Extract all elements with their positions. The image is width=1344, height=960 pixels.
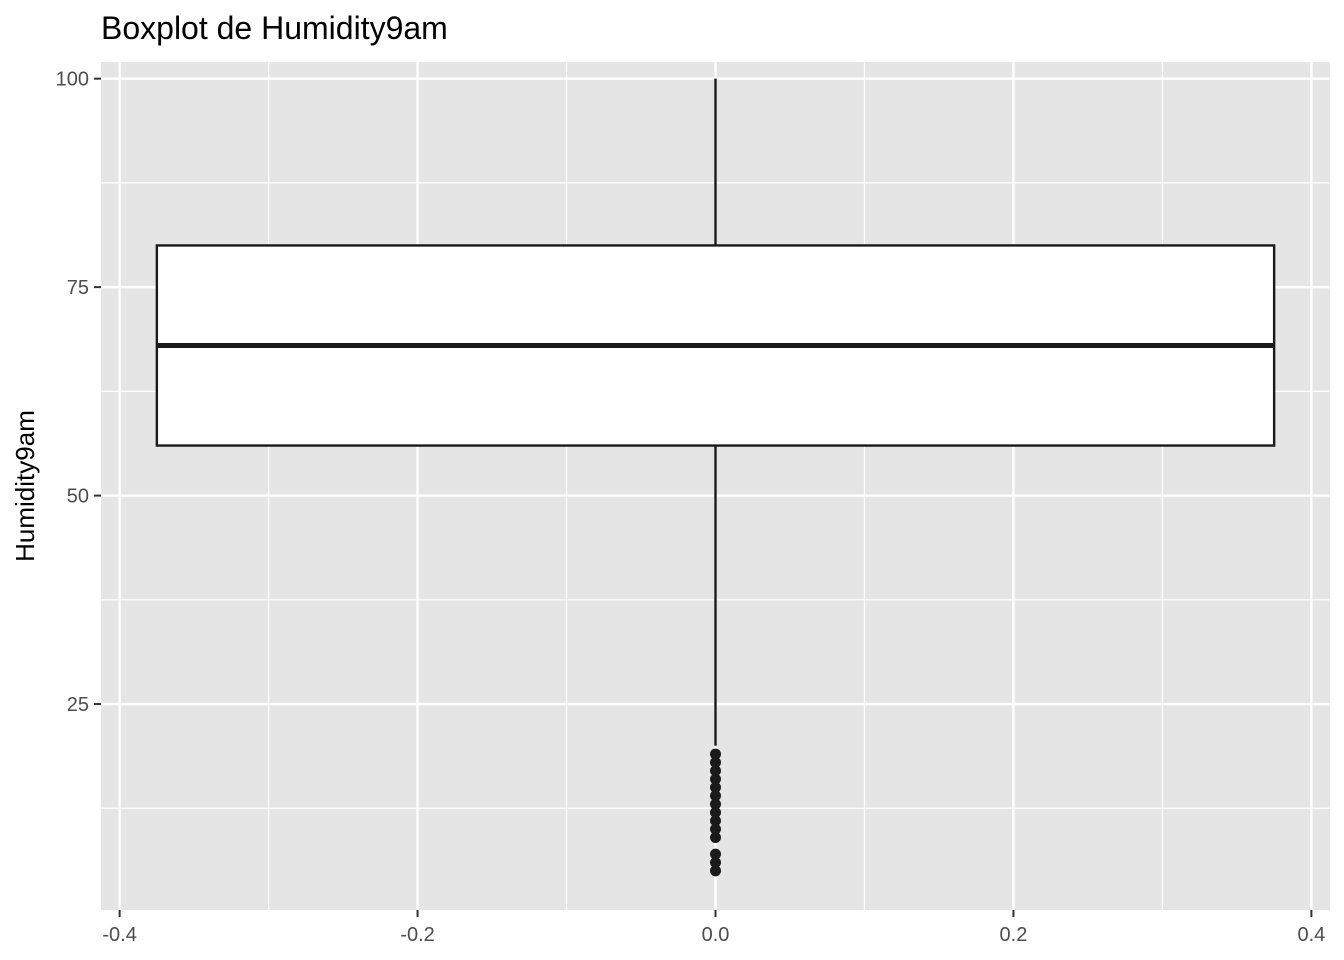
x-tick-label: -0.4 [102,924,136,946]
x-tick-label: 0.2 [1000,924,1028,946]
outlier-point [710,823,721,835]
x-tick-label: 0.0 [702,924,730,946]
y-tick-label: 75 [67,277,89,299]
outlier-point [710,815,721,827]
outlier-point [710,848,721,860]
x-axis: -0.4 -0.2 0.0 0.2 0.4 [102,910,1325,946]
y-tick-label: 25 [67,694,89,716]
outlier-point [710,865,721,877]
outlier-point [710,756,721,768]
outlier-point [710,806,721,818]
outlier-point [710,748,721,760]
outlier-point [710,831,721,843]
y-axis: 25 50 75 100 [56,69,101,716]
boxplot [155,78,1276,877]
outlier-point [710,773,721,785]
y-tick-label: 50 [67,486,89,508]
outlier-point [710,856,721,868]
outlier-point [710,798,721,810]
outlier-point [710,790,721,802]
y-tick-label: 100 [56,69,89,91]
y-axis-label: Humidity9am [10,410,40,562]
chart-title: Boxplot de Humidity9am [101,10,448,46]
outlier-point [710,765,721,777]
x-tick-label: -0.2 [400,924,434,946]
outlier-point [710,781,721,793]
x-tick-label: 0.4 [1297,924,1325,946]
